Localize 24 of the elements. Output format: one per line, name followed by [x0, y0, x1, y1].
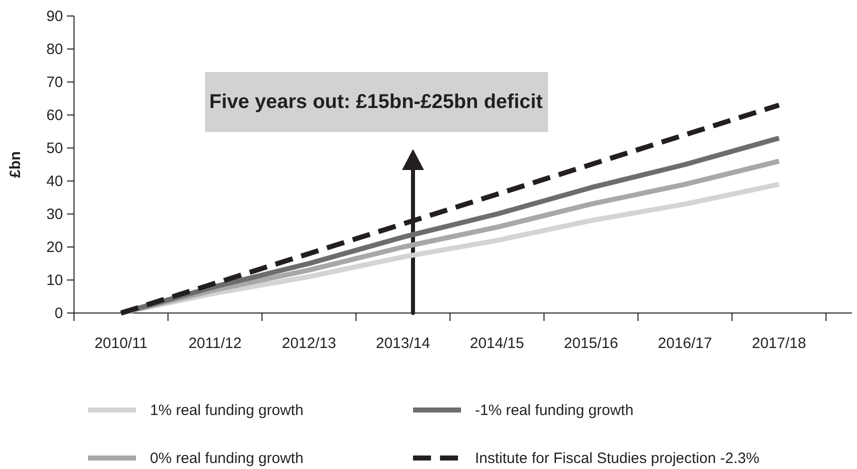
- y-axis-title: £bn: [7, 151, 24, 178]
- x-tick-label: 2015/16: [564, 335, 618, 352]
- y-tick-label: 90: [46, 8, 63, 25]
- legend-label: 0% real funding growth: [150, 450, 304, 467]
- x-tick-label: 2013/14: [376, 335, 430, 352]
- x-tick-label: 2012/13: [282, 335, 336, 352]
- y-tick-label: 50: [46, 140, 63, 157]
- x-tick-label: 2014/15: [470, 335, 524, 352]
- annotation: Five years out: £15bn-£25bn deficit: [209, 91, 544, 113]
- x-tick-label: 2010/11: [94, 335, 148, 352]
- legend-label: Institute for Fiscal Studies projection -2.3%: [475, 450, 760, 467]
- y-tick-label: 30: [46, 206, 63, 223]
- legend-label: -1% real funding growth: [475, 402, 634, 419]
- y-tick-label: 40: [46, 172, 63, 190]
- x-tick-label: 2017/18: [752, 335, 806, 352]
- x-tick-label: 2011/12: [188, 335, 242, 352]
- x-tick-label: 2016/17: [658, 335, 712, 352]
- legend-label: 1% real funding growth: [150, 402, 304, 419]
- y-tick-label: 60: [46, 106, 63, 124]
- y-tick-label: 20: [46, 238, 63, 256]
- y-tick-label: 70: [46, 74, 63, 91]
- y-tick-label: 10: [46, 272, 63, 289]
- y-tick-label: 80: [46, 40, 63, 58]
- y-tick-label: 0: [54, 304, 63, 322]
